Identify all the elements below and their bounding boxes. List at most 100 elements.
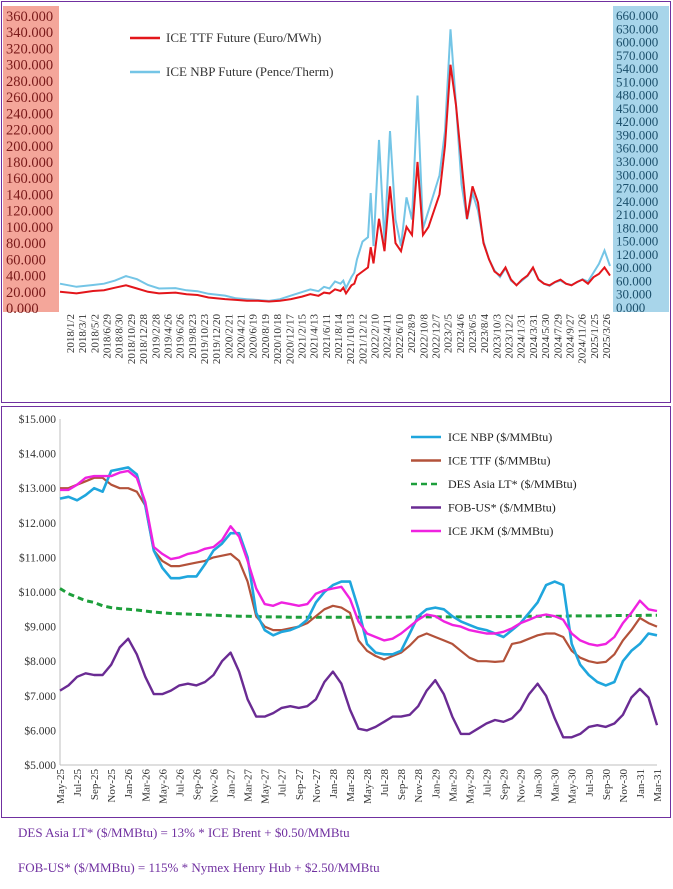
x-tick-label: 2023/12/2 [504,314,516,359]
left-tick-label: 140.000 [6,187,53,203]
x-tick-label: Jan-28 [328,769,340,799]
x-tick-label: 2021/10/13 [345,314,357,365]
x-tick-label: 2018/12/28 [138,314,150,365]
x-tick-label: Jul-25 [72,769,84,797]
x-tick-label: 2019/8/23 [187,314,199,359]
x-tick-label: Sep-25 [89,769,101,801]
x-tick-label: 2024/7/29 [552,314,564,359]
right-tick-label: 480.000 [616,88,658,103]
x-tick-label: Sep-30 [601,769,613,801]
right-tick-label: 570.000 [616,48,658,63]
x-tick-label: Mar-31 [652,769,664,802]
right-tick-label: 660.000 [616,8,658,23]
x-tick-label: Jul-28 [379,769,391,797]
x-tick-label: 2018/8/30 [114,314,126,359]
x-tick-label: Jan-29 [430,769,442,799]
left-tick-label: 100.000 [6,220,53,236]
legend-ttf-label: ICE TTF Future (Euro/MWh) [166,30,321,45]
y-tick-label: $6.000 [24,724,56,737]
x-tick-label: 2020/10/18 [272,314,284,365]
footnote-fob-us: FOB-US* ($/MMBtu) = 115% * Nymex Henry H… [18,860,380,875]
right-tick-label: 150.000 [616,234,658,249]
x-tick-label: 2023/10/3 [491,314,503,359]
x-tick-label: 2018/6/29 [102,314,114,359]
right-tick-label: 90.000 [616,260,652,275]
left-tick-label: 220.000 [6,123,53,139]
y-tick-label: $13.000 [19,482,57,495]
y-tick-label: $8.000 [24,655,56,668]
historical-price-chart-svg: 360.000340.000320.000300.000280.000260.0… [3,6,669,365]
right-tick-label: 270.000 [616,181,658,196]
legend-label-ttf-curve: ICE TTF ($/MMBtu) [448,454,550,468]
x-tick-label: 2019/6/26 [175,314,187,359]
x-tick-label: 2018/3/1 [77,314,89,353]
legend-label-fob-us-curve: FOB-US* ($/MMBtu) [448,501,556,515]
fob-us-curve [59,637,659,739]
x-tick-label: 2022/8/9 [406,314,418,354]
right-tick-label: 450.000 [616,101,658,116]
left-tick-label: 20.000 [6,285,46,301]
x-tick-label: Mar-26 [140,769,152,802]
right-tick-label: 30.000 [616,287,652,302]
x-tick-label: 2020/8/19 [260,314,272,359]
y-tick-label: $9.000 [24,621,56,634]
left-tick-label: 120.000 [6,204,53,220]
x-tick-label: Jan-26 [123,769,135,799]
right-tick-label: 630.000 [616,21,658,36]
x-tick-label: 2021/4/13 [309,314,321,359]
x-tick-label: 2019/4/26 [162,314,174,359]
right-tick-label: 120.000 [616,247,658,262]
x-tick-label: 2024/1/31 [516,314,528,359]
x-tick-label: 2021/2/15 [296,314,308,359]
x-tick-label: May-27 [260,769,272,804]
right-tick-label: 390.000 [616,127,658,142]
right-tick-label: 0.000 [616,300,645,315]
x-tick-label: May-28 [362,769,374,804]
x-tick-label: 2024/5/30 [540,314,552,359]
forward-price-chart: $15.000 $14.000 $13.000 $12.000 $11.000 $10.0… [1,406,671,818]
x-tick-label: Nov-27 [311,769,323,803]
x-tick-label: 2023/8/4 [479,314,491,354]
left-tick-label: 280.000 [6,74,53,90]
x-tick-label: Sep-27 [294,769,306,801]
x-tick-label: 2022/10/8 [418,314,430,359]
left-tick-label: 360.000 [6,9,53,25]
y-tick-label: $11.000 [19,551,56,564]
x-tick-label: May-29 [464,769,476,804]
right-tick-label: 300.000 [616,167,658,182]
right-axis-band [613,6,669,312]
y-tick-label: $15.000 [19,413,57,426]
x-tick-label: Nov-30 [618,769,630,803]
jkm-curve [60,469,658,647]
x-tick-label: Nov-29 [516,769,528,803]
x-tick-label: 2023/4/6 [455,314,467,354]
legend-label-nbp-curve: ICE NBP ($/MMBtu) [448,430,552,444]
x-tick-label: 2019/2/28 [150,314,162,359]
x-tick-label: Mar-27 [243,769,255,802]
x-tick-label: Nov-25 [106,769,118,803]
x-tick-label: May-30 [567,769,579,804]
x-tick-label: 2021/6/11 [321,314,333,358]
x-tick-label: Nov-28 [413,769,425,803]
right-tick-label: 180.000 [616,220,658,235]
x-tick-label: Mar-30 [550,769,562,802]
right-tick-label: 240.000 [616,194,658,209]
x-tick-label: 2023/6/5 [467,314,479,354]
x-tick-label: Jul-30 [584,769,596,797]
x-tick-label: Nov-26 [209,769,221,803]
right-tick-label: 60.000 [616,273,652,288]
x-tick-label: 2023/2/5 [443,314,455,354]
x-tick-label: 2018/5/2 [89,314,101,353]
x-tick-label: 2025/1/25 [589,314,601,359]
right-tick-label: 540.000 [616,61,658,76]
x-tick-label: Jul-29 [481,769,493,797]
x-tick-label: 2022/12/7 [430,314,442,359]
forward-price-chart-svg: $15.000 $14.000 $13.000 $12.000 $11.000 $10.0… [19,413,664,804]
x-tick-label: 2018/10/29 [126,314,138,365]
x-tick-label: Jan-27 [226,769,238,799]
x-tick-label: 2018/1/2 [65,314,77,353]
nbp-curve [59,466,658,687]
right-tick-label: 600.000 [616,35,658,50]
x-tick-label: 2021/12/12 [357,314,369,364]
x-tick-label: Mar-28 [345,769,357,802]
